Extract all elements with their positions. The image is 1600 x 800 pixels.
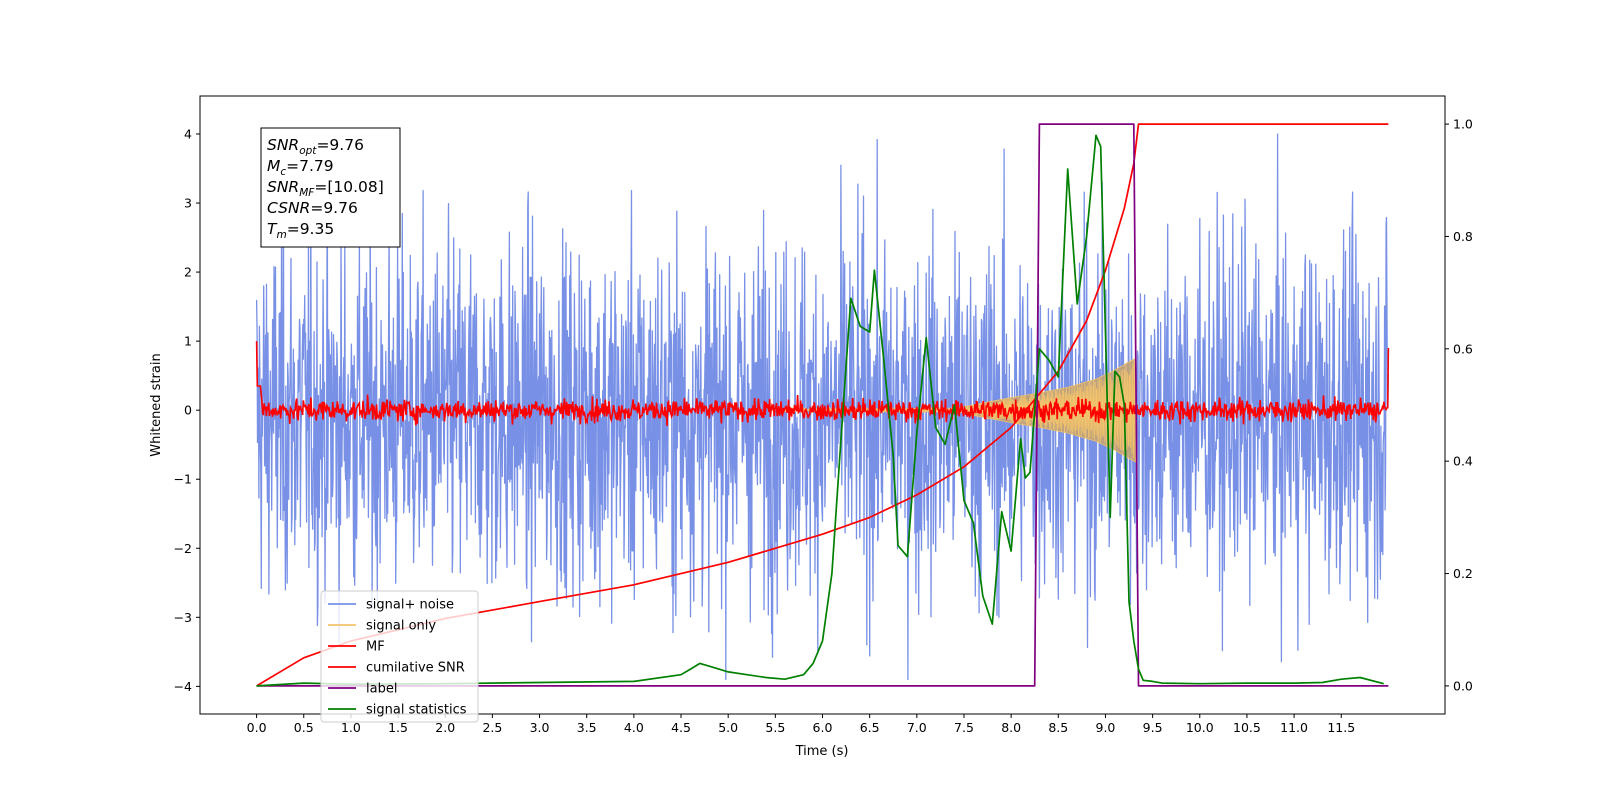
y2-tick-label-0: 1.0 (1453, 117, 1473, 132)
series-layer (255, 123, 1390, 687)
info-snr-mf: SNRMF=[10.08] (267, 178, 384, 199)
info-box: SNRopt=9.76Mc=7.79SNRMF=[10.08]CSNR=9.76… (260, 127, 401, 248)
info-snr-mf-sub: MF (299, 187, 315, 199)
y-tick-label-5: −1 (174, 472, 192, 487)
y2-tick-label-4: 0.2 (1453, 566, 1473, 581)
series-mf (255, 341, 1390, 426)
series-signal-statistics (256, 134, 1384, 687)
series-signal-noise (255, 133, 1390, 681)
x-tick-label-17: 8.5 (1048, 720, 1068, 735)
info-tm-base: T (267, 220, 278, 238)
legend-frame (320, 590, 479, 723)
x-tick-label-18: 9.0 (1096, 720, 1116, 735)
x-tick-label-16: 8.0 (1001, 720, 1021, 735)
legend-label-1: signal only (366, 619, 436, 634)
info-mc-value: =7.79 (286, 157, 334, 175)
x-tick-label-0: 0.0 (247, 720, 267, 735)
info-tm-value: =9.35 (287, 220, 335, 238)
x-axis: 0.0 0.5 1.0 1.5 2.0 2.5 3.0 3.5 4.0 4.5 5.0 5.5 6.0 6… (247, 714, 1355, 735)
y-tick-label-7: −3 (174, 610, 192, 625)
info-tm-sub: m (276, 229, 286, 241)
y-tick-label-3: 1 (184, 334, 192, 349)
y-axis-left: 4 3 2 1 0 −1 −2 −3 −4 (174, 126, 200, 694)
info-mc-sub: c (280, 166, 286, 178)
info-snr-opt: SNRopt=9.76 (267, 136, 364, 157)
x-tick-label-13: 6.5 (860, 720, 880, 735)
info-snr-mf-base: SNR (267, 178, 299, 196)
y2-tick-label-3: 0.4 (1453, 454, 1473, 469)
x-tick-label-20: 10.0 (1186, 720, 1214, 735)
y-axis-label: Whitened strain (149, 353, 164, 456)
info-csnr-base: CSNR (267, 199, 310, 217)
y2-tick-label-1: 0.8 (1453, 229, 1473, 244)
x-tick-label-9: 4.5 (671, 720, 691, 735)
x-tick-label-6: 3.0 (530, 720, 550, 735)
legend-label-0: signal+ noise (366, 598, 454, 613)
x-tick-label-2: 1.0 (341, 720, 361, 735)
x-axis-label: Time (s) (795, 744, 849, 759)
x-tick-label-12: 6.0 (813, 720, 833, 735)
x-tick-label-22: 11.0 (1280, 720, 1308, 735)
info-snr-opt-base: SNR (267, 136, 299, 154)
x-tick-label-11: 5.5 (765, 720, 785, 735)
x-tick-label-10: 5.0 (718, 720, 738, 735)
y-axis-right: 1.0 0.8 0.6 0.4 0.2 0.0 (1445, 117, 1473, 693)
x-tick-label-1: 0.5 (294, 720, 314, 735)
info-snr-opt-sub: opt (299, 145, 317, 157)
info-snr-mf-value: =[10.08] (314, 178, 383, 196)
x-tick-label-3: 1.5 (388, 720, 408, 735)
legend-label-4: label (366, 682, 397, 697)
x-tick-label-5: 2.5 (482, 720, 502, 735)
series-label (256, 123, 1389, 687)
y-tick-label-0: 4 (184, 126, 192, 141)
y-tick-label-6: −2 (174, 541, 192, 556)
info-csnr: CSNR=9.76 (267, 199, 358, 217)
info-snr-opt-value: =9.76 (316, 136, 364, 154)
legend-label-5: signal statistics (366, 703, 467, 718)
y2-tick-label-2: 0.6 (1453, 341, 1473, 356)
x-tick-label-15: 7.5 (954, 720, 974, 735)
info-mc: Mc=7.79 (267, 157, 334, 178)
y-tick-label-1: 3 (184, 196, 192, 211)
y2-tick-label-5: 0.0 (1453, 678, 1473, 693)
y-tick-label-2: 2 (184, 265, 192, 280)
x-tick-label-4: 2.0 (435, 720, 455, 735)
info-mc-base: M (267, 157, 280, 175)
x-tick-label-21: 10.5 (1233, 720, 1261, 735)
x-tick-label-8: 4.0 (624, 720, 644, 735)
y-tick-label-8: −4 (174, 679, 192, 694)
legend-label-2: MF (366, 640, 385, 655)
x-tick-label-7: 3.5 (577, 720, 597, 735)
legend-label-3: cumilative SNR (366, 661, 465, 676)
y-tick-label-4: 0 (184, 403, 192, 418)
info-box-frame (260, 127, 401, 248)
info-csnr-value: =9.76 (310, 199, 358, 217)
legend: signal+ noise signal only MF cumilative SNR… (320, 590, 479, 723)
x-tick-label-14: 7.0 (907, 720, 927, 735)
x-tick-label-23: 11.5 (1327, 720, 1355, 735)
x-tick-label-19: 9.5 (1143, 720, 1163, 735)
info-tm: Tm=9.35 (267, 220, 334, 241)
